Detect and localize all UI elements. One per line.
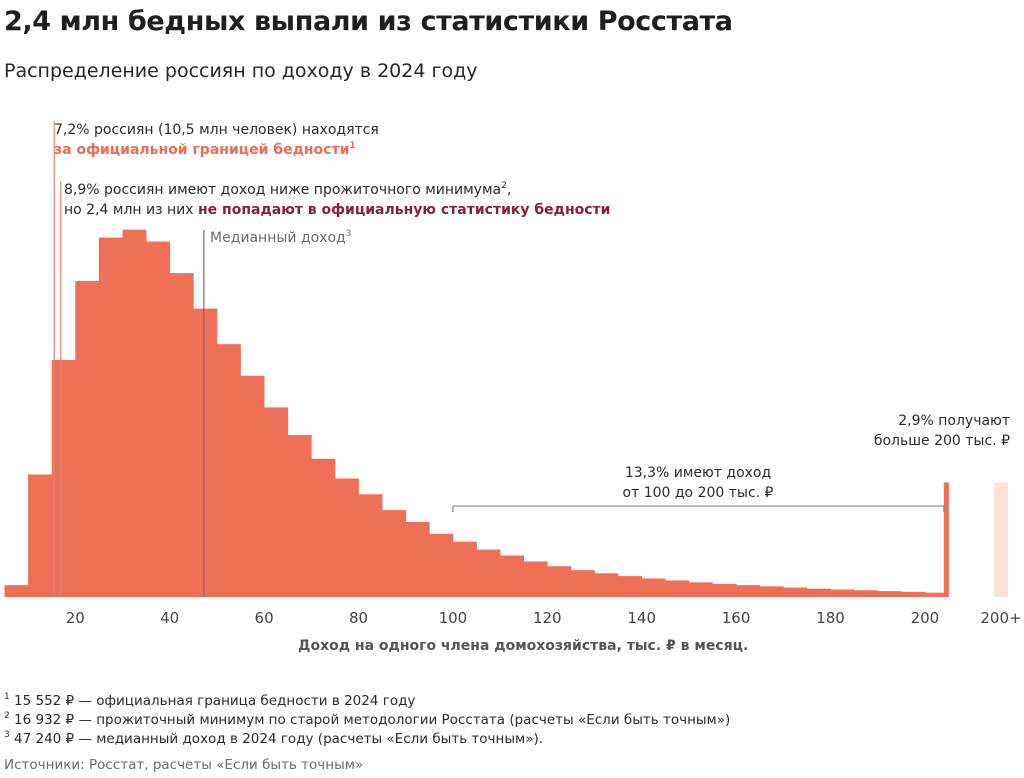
footnote-3: 3 47 240 ₽ — медианный доход в 2024 году…: [4, 730, 730, 749]
subsistence-annotation: 8,9% россиян имеют доход ниже прожиточно…: [64, 180, 610, 220]
poverty-line-footnote-mark: 1: [349, 141, 356, 151]
x-tick-label: 140: [627, 609, 656, 627]
poverty-line-text: 7,2% россиян (10,5 млн человек) находятс…: [54, 122, 379, 138]
subsistence-text-2: но 2,4 млн из них: [64, 202, 198, 218]
median-annotation: Медианный доход3: [210, 229, 352, 247]
histogram-bar: [877, 591, 902, 597]
reference-lines-group: [53, 121, 205, 597]
histogram-bar: [943, 482, 949, 597]
histogram-bar: [98, 237, 123, 598]
histogram-bar: [641, 578, 666, 597]
poverty-line-annotation: 7,2% россиян (10,5 млн человек) находятс…: [54, 120, 379, 160]
footnote-3-text: 47 240 ₽ — медианный доход в 2024 году (…: [14, 731, 544, 747]
range-bracket-group: [452, 505, 945, 512]
histogram-bar: [169, 273, 194, 597]
histogram-bar: [924, 592, 945, 597]
histogram-bar: [287, 435, 312, 597]
subsistence-text: 8,9% россиян имеют доход ниже прожиточно…: [64, 182, 502, 198]
histogram-bar: [4, 585, 29, 597]
histogram-bar: [783, 587, 808, 597]
histogram-bar: [146, 241, 171, 597]
top-income-annotation: 2,9% получают больше 200 тыс. ₽: [874, 411, 1010, 451]
histogram-bar: [216, 344, 241, 597]
histogram-bar: [476, 549, 501, 597]
histogram-bar: [382, 510, 407, 597]
chart-subtitle: Распределение россиян по доходу в 2024 г…: [4, 60, 478, 82]
footnote-2-num: 2: [4, 711, 10, 721]
x-tick-label: 160: [722, 609, 751, 627]
bar-200-plus: [994, 482, 1008, 597]
top-income-line-1: 2,9% получают: [898, 413, 1010, 429]
top-income-line-2: больше 200 тыс. ₽: [873, 433, 1010, 449]
x-tick-label: 100: [439, 609, 468, 627]
histogram-bar: [547, 566, 572, 597]
histogram-bar: [358, 494, 383, 597]
subsistence-highlight: не попадают в официальную статистику бед…: [197, 202, 611, 218]
histogram-bar: [122, 229, 147, 597]
footnote-3-num: 3: [4, 730, 10, 740]
bars-group: [4, 229, 1008, 598]
x-tick-label: 40: [160, 609, 179, 627]
histogram-bar: [51, 360, 76, 597]
histogram-bar: [665, 580, 690, 597]
histogram-bar: [523, 561, 548, 597]
histogram-bar: [806, 588, 831, 597]
footnote-1-text: 15 552 ₽ — официальная граница бедности …: [14, 693, 416, 709]
x-tick-label: 80: [349, 609, 368, 627]
x-tick-label: 200: [911, 609, 940, 627]
histogram-bar: [500, 555, 525, 597]
x-ticks-group: 20 40 60 80 100 120 140 160 180 200 200+: [66, 609, 1022, 627]
x-tick-label: 20: [66, 609, 85, 627]
histogram-bar: [594, 573, 619, 597]
histogram-bar: [311, 458, 336, 597]
histogram-bar: [736, 585, 761, 597]
x-tick-label: 120: [533, 609, 562, 627]
histogram-bar: [830, 589, 855, 597]
range-line-2: от 100 до 200 тыс. ₽: [622, 485, 774, 501]
x-tick-label-200-plus: 200+: [980, 609, 1021, 627]
histogram-bar: [334, 478, 359, 597]
subsistence-comma: ,: [506, 182, 512, 198]
source-note: Источники: Росстат, расчеты «Если быть т…: [4, 757, 364, 773]
subsistence-footnote-mark: 2: [501, 181, 507, 191]
footnotes: 1 15 552 ₽ — официальная граница бедност…: [4, 692, 730, 749]
histogram-bar: [618, 576, 643, 598]
range-annotation: 13,3% имеют доход от 100 до 200 тыс. ₽: [600, 463, 796, 503]
chart-title: 2,4 млн бедных выпали из статистики Росс…: [4, 6, 733, 37]
poverty-line-highlight: за официальной границей бедности: [54, 142, 350, 158]
x-tick-label: 60: [255, 609, 274, 627]
range-line-1: 13,3% имеют доход: [624, 465, 772, 481]
median-text: Медианный доход: [210, 230, 346, 246]
histogram-bar: [452, 541, 477, 597]
footnote-1-num: 1: [4, 692, 10, 702]
histogram-bar: [193, 308, 218, 597]
x-axis-label: Доход на одного члена домохозяйства, тыс…: [298, 638, 749, 654]
histogram-bar: [28, 474, 53, 597]
footnote-2: 2 16 932 ₽ — прожиточный минимум по стар…: [4, 711, 730, 730]
histogram-bar: [429, 533, 454, 597]
histogram-bar: [688, 582, 713, 597]
median-footnote-mark: 3: [345, 229, 352, 239]
histogram-bar: [854, 590, 879, 597]
histogram-bar: [712, 583, 737, 598]
footnote-2-text: 16 932 ₽ — прожиточный минимум по старой…: [14, 712, 731, 728]
x-tick-label: 180: [816, 609, 845, 627]
histogram-bar: [240, 375, 265, 597]
histogram-bar: [264, 407, 289, 597]
footnote-1: 1 15 552 ₽ — официальная граница бедност…: [4, 692, 730, 711]
histogram-bar: [75, 281, 100, 597]
histogram-bar: [405, 521, 430, 597]
histogram-bar: [759, 586, 784, 598]
histogram-bar: [570, 570, 595, 597]
histogram-bar: [901, 591, 926, 597]
